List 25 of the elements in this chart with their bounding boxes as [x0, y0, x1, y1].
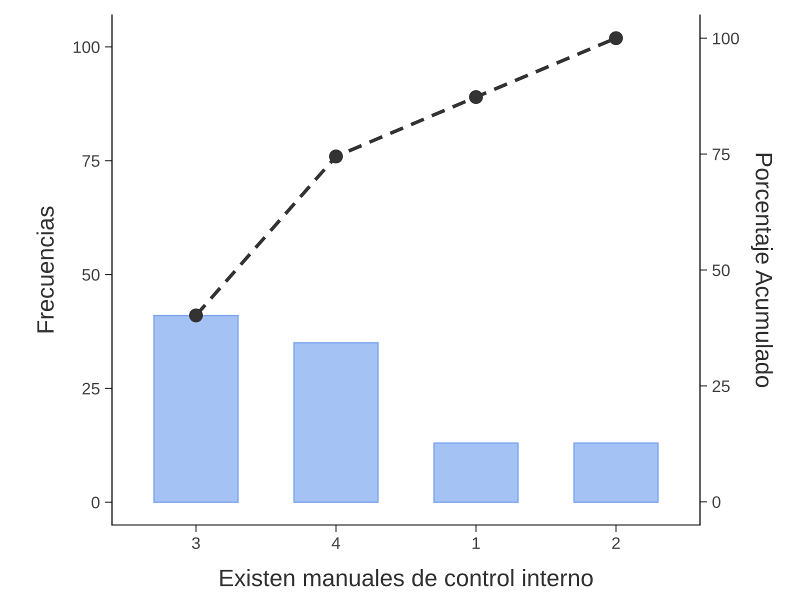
x-tick-label: 4 — [332, 537, 340, 549]
y2-axis-title: Porcentaje Acumulado — [750, 154, 773, 388]
x-tick-label: 2 — [612, 537, 620, 549]
y-tick-label: 25 — [82, 382, 100, 395]
y-tick-label: 0 — [92, 496, 100, 508]
y-axis-title: Frecuencias — [36, 206, 54, 332]
point — [189, 308, 203, 322]
y-tick-label: 75 — [82, 155, 100, 167]
bar — [433, 442, 519, 503]
x-tick-label: 1 — [472, 537, 480, 549]
x-axis-title: Existen manuales de control interno — [220, 569, 593, 586]
y2-tick-label: 50 — [712, 264, 730, 276]
point — [469, 90, 483, 104]
y2-tick-label: 0 — [712, 496, 720, 508]
point — [609, 31, 623, 46]
x-tick-label: 3 — [192, 537, 200, 550]
bar — [573, 442, 659, 503]
y2-tick-label: 100 — [713, 32, 739, 44]
y-tick-label: 100 — [74, 41, 100, 54]
point — [329, 149, 343, 164]
y-tick-label: 50 — [82, 268, 100, 281]
y2-tick-label: 25 — [712, 380, 730, 392]
bar — [293, 342, 379, 503]
bar — [153, 314, 239, 503]
y2-tick-label: 75 — [712, 148, 730, 160]
